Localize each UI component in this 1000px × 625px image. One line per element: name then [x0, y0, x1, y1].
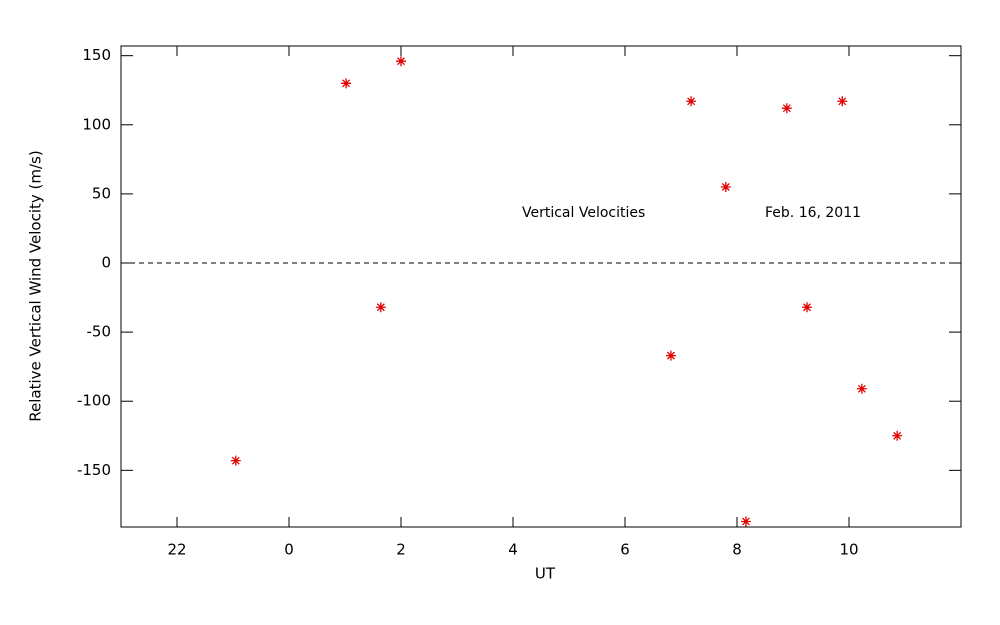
point — [892, 430, 903, 441]
y-axis-label: Relative Vertical Wind Velocity (m/s) — [27, 150, 45, 421]
point — [837, 96, 848, 107]
point — [230, 455, 241, 466]
point — [341, 78, 352, 89]
x-tick-label: 4 — [508, 541, 518, 559]
point — [740, 516, 751, 527]
point — [781, 103, 792, 114]
x-tick-label: 10 — [839, 541, 858, 559]
y-tick-label: -100 — [77, 392, 111, 410]
x-tick-label: 8 — [732, 541, 742, 559]
y-tick-label: -150 — [77, 461, 111, 479]
plot-frame — [120, 45, 962, 528]
point — [686, 96, 697, 107]
x-tick-label: 0 — [284, 541, 294, 559]
x-tick-label: 2 — [396, 541, 406, 559]
point — [396, 56, 406, 67]
annotation: Vertical Velocities — [522, 205, 645, 221]
x-tick-label: 6 — [620, 541, 630, 559]
y-tick-label: 100 — [82, 115, 111, 133]
point — [856, 383, 867, 394]
y-tick-label: -50 — [87, 323, 112, 341]
y-tick-label: 50 — [92, 184, 111, 202]
point — [802, 302, 812, 313]
x-tick-label: 22 — [167, 541, 186, 559]
point — [720, 181, 731, 192]
point — [665, 350, 676, 361]
y-tick-label: 150 — [82, 46, 111, 64]
x-axis-label: UT — [535, 565, 556, 583]
annotation: Feb. 16, 2011 — [765, 205, 861, 221]
y-tick-label: 0 — [101, 254, 111, 272]
point — [375, 302, 386, 313]
